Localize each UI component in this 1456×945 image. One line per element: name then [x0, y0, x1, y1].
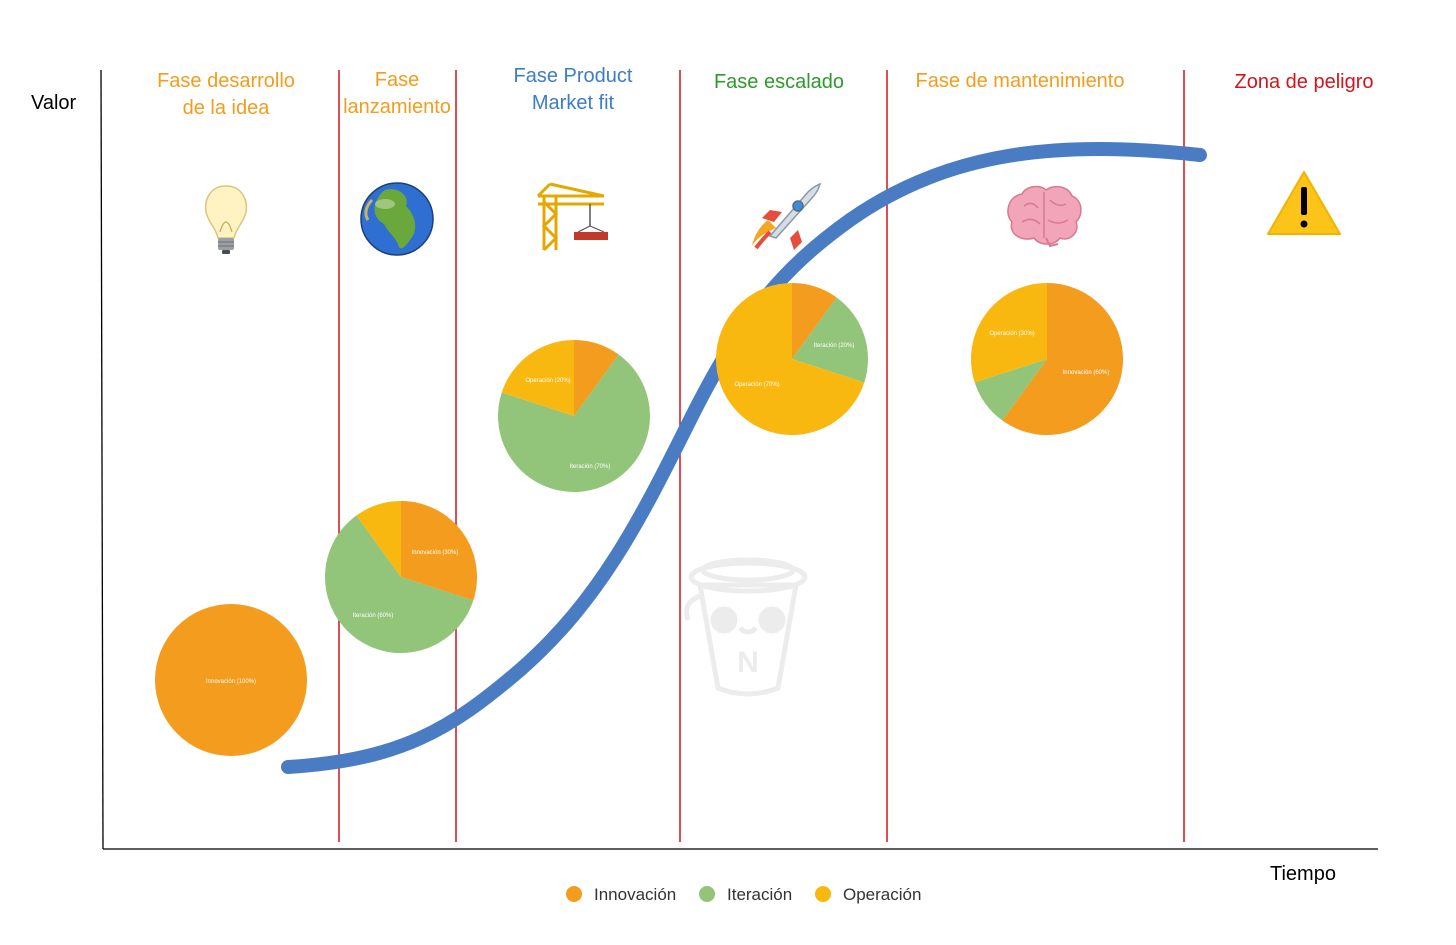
phase-title-mantenimiento: Fase de mantenimiento	[915, 70, 1124, 92]
phase-titles: Fase desarrollo de la idea Fase lanzamiento…	[157, 65, 1373, 119]
phase-title-line: Fase escalado	[714, 71, 844, 93]
pie-slice-operacion	[715, 283, 865, 435]
pie-idea: Innovación (100%)	[155, 604, 307, 756]
phase-pies: Innovación (100%) Innovación (30%) Iteraci…	[155, 283, 1123, 756]
pie-slice-label: Innovación (60%)	[1063, 370, 1110, 376]
pie-slice-label: Iteración (70%)	[570, 464, 611, 470]
x-axis-label: Tiempo	[1270, 863, 1336, 885]
pie-slice-operacion	[971, 283, 1047, 383]
pie-slice-operacion	[356, 501, 401, 577]
pie-slice-label: Operación (20%)	[525, 378, 570, 384]
pie-escalado: Iteración (20%) Operación (70%)	[715, 283, 868, 435]
phase-title-line: Fase de mantenimiento	[915, 70, 1124, 92]
pie-slice-label: Iteración (20%)	[814, 343, 855, 349]
phase-title-line: lanzamiento	[343, 96, 451, 118]
warning-icon	[1267, 171, 1341, 235]
pie-slice-label: Operación (30%)	[989, 331, 1034, 337]
pie-slice-innovacion	[155, 604, 307, 756]
pie-slice-innovacion	[574, 340, 619, 416]
rocket-icon	[752, 182, 822, 250]
pie-slice-operacion	[501, 340, 574, 416]
pie-slice-iteracion	[325, 515, 474, 653]
pie-slice-label: Operación (70%)	[734, 382, 779, 388]
pie-slice-iteracion	[498, 354, 650, 492]
legend-label: Iteración	[727, 885, 792, 904]
pie-slice-innovacion	[792, 283, 837, 359]
y-axis-label: Valor	[31, 92, 77, 114]
legend-label: Operación	[843, 885, 921, 904]
pie-slice-label: Innovación (30%)	[412, 550, 459, 556]
crane-icon	[536, 182, 608, 252]
light-bulb-icon	[204, 185, 248, 254]
y-axis	[100, 69, 104, 850]
legend: Innovación Iteración Operación	[566, 885, 921, 904]
pie-pmf: Iteración (70%) Operación (20%)	[498, 340, 650, 492]
phase-title-line: Market fit	[532, 92, 615, 114]
phase-title-line: Zona de peligro	[1235, 71, 1374, 93]
legend-swatch	[699, 886, 715, 902]
phase-title-escalado: Fase escalado	[714, 71, 844, 93]
pie-slice-innovacion	[401, 501, 477, 601]
phase-title-lanzamiento: Fase lanzamiento	[343, 69, 451, 118]
pie-mantenimiento: Innovación (60%) Operación (30%)	[971, 283, 1123, 436]
phase-title-peligro: Zona de peligro	[1235, 71, 1374, 93]
phase-title-idea: Fase desarrollo de la idea	[157, 70, 295, 119]
pie-slice-innovacion	[1002, 283, 1123, 436]
phase-title-line: de la idea	[183, 97, 271, 119]
pie-lanzamiento: Innovación (30%) Iteración (60%)	[325, 501, 477, 653]
legend-swatch	[815, 886, 831, 902]
phase-title-pmf: Fase Product Market fit	[514, 65, 633, 114]
phase-dividers	[338, 70, 1185, 842]
watermark-letter: N	[737, 646, 759, 679]
pie-slice-iteracion	[974, 359, 1047, 421]
legend-item-operacion: Operación	[815, 885, 921, 904]
legend-item-iteracion: Iteración	[699, 885, 792, 904]
phase-title-line: Fase	[375, 69, 419, 91]
phase-title-line: Fase Product	[514, 65, 633, 87]
legend-label: Innovación	[594, 885, 676, 904]
pie-slice-iteracion	[792, 297, 868, 383]
bucket-mascot-watermark: N	[684, 557, 808, 697]
globe-icon	[360, 182, 434, 256]
legend-item-innovacion: Innovación	[566, 885, 676, 904]
pie-slice-label: Innovación (100%)	[206, 679, 256, 685]
brain-icon	[1007, 185, 1082, 248]
growth-curve	[281, 141, 1207, 774]
phase-title-line: Fase desarrollo	[157, 70, 295, 92]
legend-swatch	[566, 886, 582, 902]
pie-slice-label: Iteración (60%)	[353, 613, 394, 619]
